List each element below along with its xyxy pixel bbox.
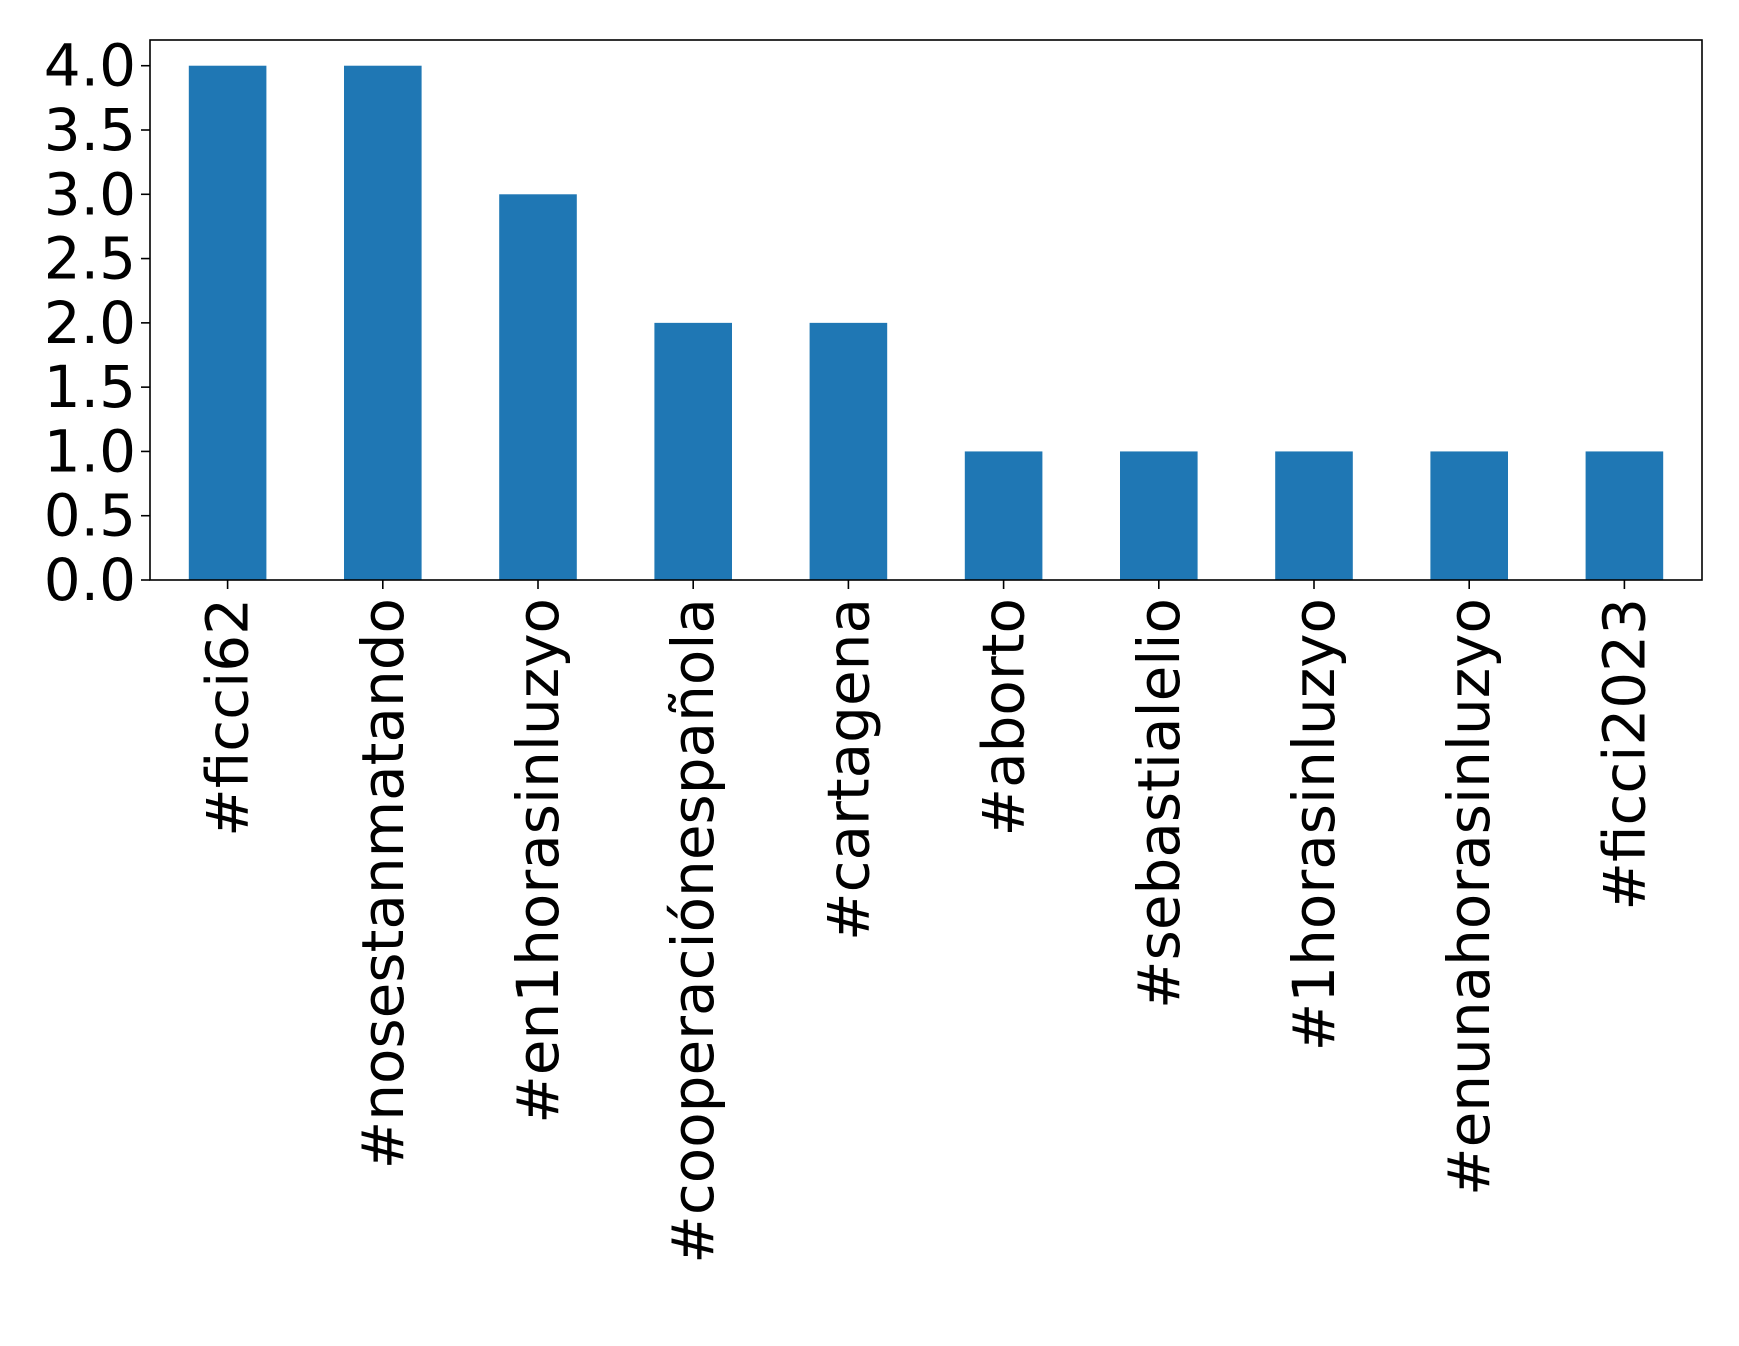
- y-tick-label-3: 1.5: [44, 353, 136, 421]
- bar-3: [654, 322, 732, 580]
- y-tick-label-2: 1.0: [44, 417, 136, 485]
- y-tick-label-8: 4.0: [44, 32, 136, 100]
- x-tick-label-2: #en1horasinluzyo: [504, 598, 572, 1124]
- y-tick-label-0: 0.0: [44, 546, 136, 614]
- x-tick-label-0: #ficci62: [194, 598, 262, 837]
- x-tick-label-6: #sebastialelio: [1125, 598, 1193, 1009]
- x-axis: #ficci62 #nosestanmatando #en1horasinluzyo…: [194, 580, 1658, 1264]
- x-tick-label-9: #ficci2023: [1590, 598, 1658, 911]
- bar-1: [344, 65, 422, 580]
- bar-2: [499, 194, 577, 581]
- y-tick-label-1: 0.5: [44, 482, 136, 550]
- bar-6: [1120, 451, 1198, 580]
- bar-5: [964, 451, 1043, 580]
- x-tick-label-1: #nosestanmatando: [349, 598, 417, 1169]
- y-tick-label-7: 3.5: [44, 96, 136, 164]
- plot-area-frame: [149, 39, 1703, 581]
- y-tick-label-4: 2.0: [44, 289, 136, 357]
- bar-0: [188, 65, 267, 580]
- x-tick-label-7: #1horasinluzyo: [1280, 598, 1348, 1051]
- bar-7: [1275, 451, 1353, 580]
- bar-4: [809, 322, 888, 580]
- bars-group: [188, 65, 1664, 581]
- bar-9: [1585, 451, 1664, 580]
- x-tick-label-8: #enunahorasinluzyo: [1435, 598, 1503, 1196]
- y-tick-label-5: 2.5: [44, 225, 136, 293]
- bar-8: [1430, 451, 1508, 580]
- x-tick-label-3: #cooperaciónespañola: [659, 598, 727, 1264]
- x-tick-label-4: #cartagena: [814, 598, 882, 941]
- y-axis: 0.00.51.01.52.02.53.03.54.0: [44, 32, 150, 614]
- y-tick-label-6: 3.0: [44, 160, 136, 228]
- x-tick-label-5: #aborto: [970, 598, 1038, 837]
